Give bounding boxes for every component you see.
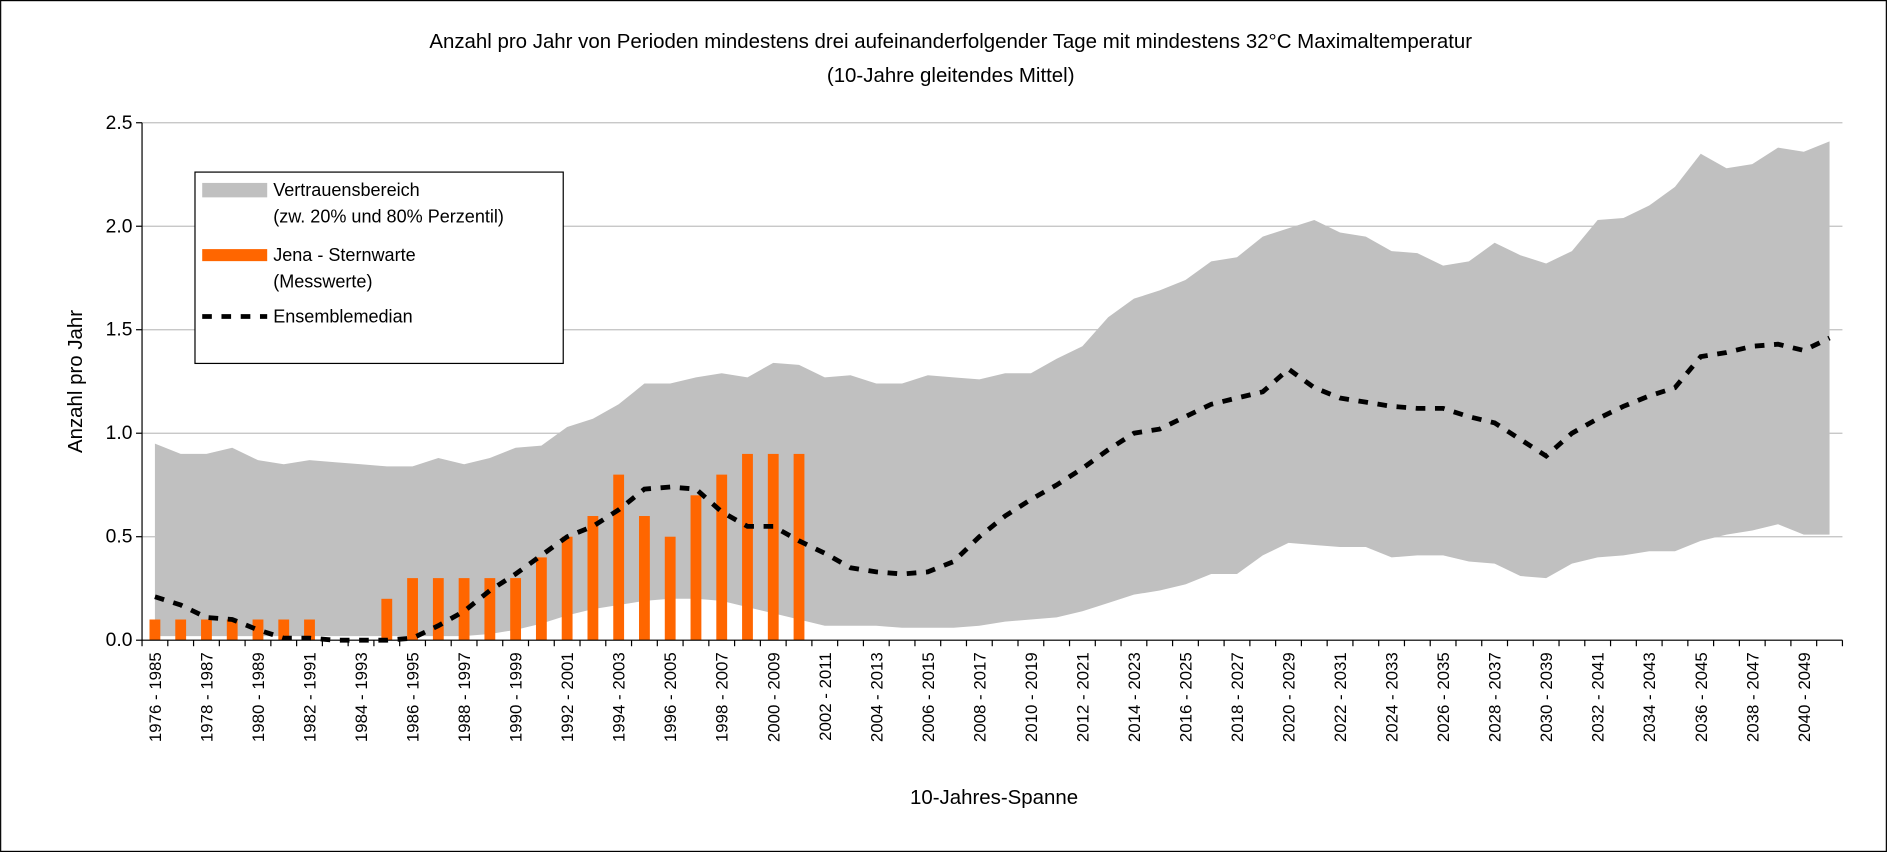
chart-title: Anzahl pro Jahr von Perioden mindestens … bbox=[429, 30, 1472, 53]
x-tick-label: 1994 - 2003 bbox=[610, 652, 629, 742]
bar bbox=[484, 578, 496, 641]
x-tick-label: 1976 - 1985 bbox=[146, 652, 165, 742]
x-tick-label: 2000 - 2009 bbox=[764, 652, 783, 742]
x-axis-label: 10-Jahres-Spanne bbox=[910, 786, 1078, 809]
bar bbox=[252, 619, 264, 641]
y-tick-label: 1.5 bbox=[106, 320, 133, 341]
x-tick-label: 1986 - 1995 bbox=[404, 652, 423, 742]
x-tick-label: 2032 - 2041 bbox=[1589, 652, 1608, 742]
bar bbox=[690, 495, 702, 641]
x-tick-label: 2034 - 2043 bbox=[1640, 652, 1659, 742]
bar bbox=[664, 536, 676, 641]
y-tick-label: 1.0 bbox=[106, 423, 133, 444]
bar bbox=[149, 619, 161, 641]
x-tick-label: 1980 - 1989 bbox=[249, 652, 268, 742]
bar bbox=[226, 619, 238, 641]
median-line bbox=[154, 335, 1831, 643]
x-tick-label: 1990 - 1999 bbox=[507, 652, 526, 742]
x-tick-label: 1996 - 2005 bbox=[661, 652, 680, 742]
x-tick-label: 2016 - 2025 bbox=[1176, 652, 1195, 742]
x-tick-label: 2022 - 2031 bbox=[1331, 652, 1350, 742]
y-tick-label: 0.5 bbox=[106, 527, 133, 548]
x-tick-label: 2018 - 2027 bbox=[1228, 652, 1247, 742]
legend-box bbox=[194, 171, 564, 365]
bar bbox=[458, 578, 470, 641]
legend-label: Ensemblemedian bbox=[273, 307, 412, 327]
x-tick-label: 1988 - 1997 bbox=[455, 652, 474, 742]
x-tick-label: 1982 - 1991 bbox=[301, 652, 320, 742]
confidence-band bbox=[154, 141, 1830, 637]
bar bbox=[587, 516, 599, 641]
legend-label: Jena - Sternwarte bbox=[273, 245, 415, 265]
x-tick-label: 2012 - 2021 bbox=[1073, 652, 1092, 742]
x-tick-label: 2030 - 2039 bbox=[1537, 652, 1556, 742]
y-tick-label: 2.0 bbox=[106, 216, 133, 237]
x-tick-label: 2014 - 2023 bbox=[1125, 652, 1144, 742]
legend: Vertrauensbereich (zw. 20% und 80% Perzen… bbox=[194, 171, 564, 365]
x-tick-label: 1998 - 2007 bbox=[713, 652, 732, 742]
bar bbox=[561, 536, 573, 641]
x-tick-label: 1984 - 1993 bbox=[352, 652, 371, 742]
legend-label: Vertrauensbereich bbox=[273, 180, 419, 200]
bar bbox=[742, 453, 753, 641]
x-tick-label: 1978 - 1987 bbox=[197, 652, 216, 742]
x-tick-label: 2036 - 2045 bbox=[1692, 652, 1711, 742]
x-tick-label: 2028 - 2037 bbox=[1486, 652, 1505, 742]
x-tick-label: 2040 - 2049 bbox=[1795, 652, 1814, 742]
x-tick-label: 2004 - 2013 bbox=[867, 652, 886, 742]
bar bbox=[613, 474, 625, 641]
bar bbox=[278, 619, 290, 641]
x-tick-label: 2020 - 2029 bbox=[1280, 652, 1299, 742]
legend-swatch bbox=[202, 182, 268, 198]
bar bbox=[304, 619, 315, 641]
bar bbox=[407, 578, 418, 641]
bar bbox=[432, 578, 444, 641]
x-tick-label: 2024 - 2033 bbox=[1383, 652, 1402, 742]
bar bbox=[201, 619, 212, 641]
x-tick-label: 2026 - 2035 bbox=[1434, 652, 1453, 742]
bar bbox=[716, 474, 728, 641]
x-tick-label: 2002 - 2011 bbox=[816, 652, 835, 741]
bar bbox=[175, 619, 187, 641]
x-tick-label: 2038 - 2047 bbox=[1743, 652, 1762, 742]
bar bbox=[639, 516, 650, 641]
y-tick-label: 0.0 bbox=[106, 630, 133, 651]
x-tick-label: 1992 - 2001 bbox=[558, 652, 577, 742]
legend-swatch bbox=[202, 249, 268, 262]
bar bbox=[767, 453, 779, 641]
legend-label: (zw. 20% und 80% Perzentil) bbox=[273, 207, 504, 227]
bar bbox=[793, 453, 805, 641]
bar bbox=[535, 557, 547, 641]
y-tick-label: 2.5 bbox=[106, 113, 133, 134]
bar bbox=[510, 578, 522, 641]
x-tick-label: 2010 - 2019 bbox=[1022, 652, 1041, 742]
y-axis-label: Anzahl pro Jahr bbox=[64, 310, 87, 453]
bar bbox=[381, 598, 393, 641]
chart-subtitle: (10-Jahre gleitendes Mittel) bbox=[827, 64, 1075, 87]
legend-label: (Messwerte) bbox=[273, 272, 372, 292]
x-tick-label: 2006 - 2015 bbox=[919, 652, 938, 742]
x-tick-label: 2008 - 2017 bbox=[970, 652, 989, 742]
